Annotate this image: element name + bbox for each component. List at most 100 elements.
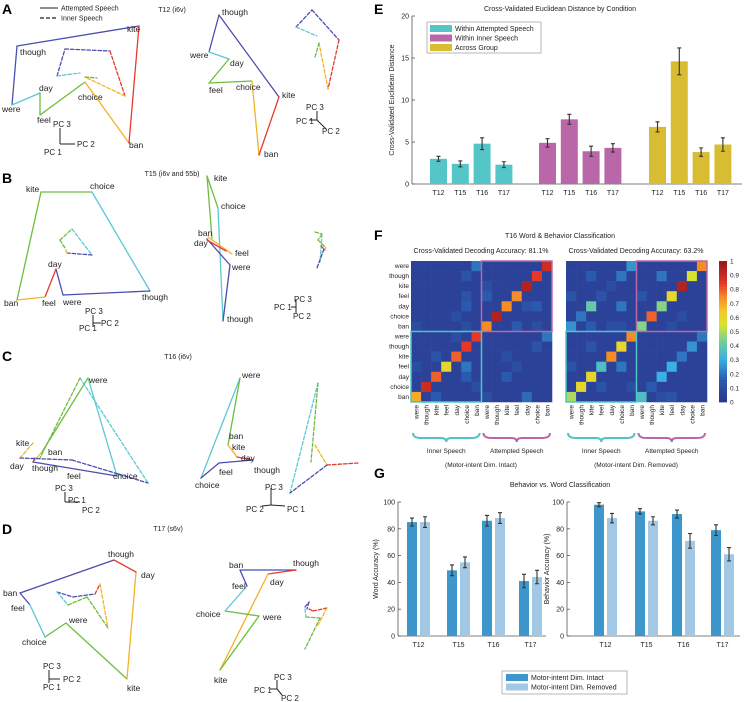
heatmap-cell	[451, 331, 462, 342]
attempted-speech-block	[635, 260, 708, 333]
heatmap-cell	[686, 321, 698, 332]
heatmap-cell	[461, 341, 472, 352]
colorbar-segment	[719, 328, 727, 332]
heatmap-cell	[666, 381, 678, 393]
word-label: kite	[16, 438, 30, 448]
legend-speech-type: Attempted Speech Inner Speech	[40, 6, 119, 23]
heatmap-cell	[626, 351, 637, 362]
heatmap-cell	[531, 331, 543, 342]
colorbar-segment	[719, 261, 727, 265]
heatmap-cell	[481, 281, 492, 292]
heatmap-cell	[491, 271, 502, 282]
colorbar-segment	[719, 390, 727, 394]
inner-speech-segment	[310, 382, 319, 463]
group-brace	[637, 432, 706, 443]
heatmap-cell	[576, 321, 587, 332]
colorbar-segment	[719, 382, 727, 386]
heatmap-cell	[666, 341, 678, 352]
heatmap-cell	[471, 271, 482, 282]
y-tick-label: 100	[383, 500, 395, 507]
heatmap-cell	[696, 361, 708, 373]
row-label: feel	[399, 293, 410, 300]
heatmap-cell	[471, 361, 482, 373]
bar	[460, 562, 470, 636]
heatmap-cell	[616, 321, 627, 332]
heatmap-cell	[686, 361, 698, 373]
group-brace	[567, 432, 636, 443]
colorbar-segment	[719, 385, 727, 389]
heatmap-cell	[431, 371, 442, 383]
heatmap-cell	[541, 281, 553, 292]
heatmap-cell	[606, 261, 617, 272]
chart-confusion-matrices: T16 Word & Behavior Classification Cross-…	[389, 233, 739, 469]
heatmap-cell	[646, 311, 657, 322]
chart-euclidean-distance: Cross-Validated Euclidean Distance by Co…	[389, 6, 742, 197]
pc-axis-label: PC 2	[63, 675, 81, 684]
heatmap-cell	[566, 331, 577, 342]
word-label: kite	[282, 90, 296, 100]
error-bar	[485, 514, 489, 527]
heatmap-cell	[576, 311, 587, 322]
heatmap-cell	[646, 351, 657, 362]
heatmap-cell	[421, 351, 432, 362]
attempted-speech-segment	[44, 268, 57, 298]
heatmap-cell	[411, 381, 422, 393]
pc-axis-label: PC 2	[77, 140, 95, 149]
bar	[724, 554, 734, 636]
trajectory-view-1: though day ban feel were choice kite	[3, 549, 155, 693]
attempted-speech-segment	[29, 604, 46, 638]
heatmap-cell	[596, 321, 607, 332]
heatmap-cell	[501, 271, 512, 282]
word-label: choice	[195, 480, 220, 490]
heatmap-cell	[501, 301, 512, 312]
heatmap-cell	[421, 321, 432, 332]
heatmap-cell	[606, 271, 617, 282]
error-bar	[727, 547, 731, 562]
group-label: Attempted Speech	[490, 448, 544, 455]
heatmap-cell	[541, 331, 553, 342]
heatmap-cell	[421, 361, 432, 373]
heatmap-cell	[501, 391, 512, 403]
heatmap-cell	[471, 341, 482, 352]
attempted-speech-segment	[224, 610, 260, 617]
inner-speech-segment	[308, 608, 314, 612]
error-bar	[458, 160, 463, 168]
heatmap-cell	[586, 321, 597, 332]
bar	[714, 144, 732, 184]
heatmap-cell	[531, 361, 543, 373]
colorbar-segment	[719, 339, 727, 344]
attempted-speech-segment	[200, 462, 220, 479]
bar	[482, 520, 492, 636]
attempted-speech-segment	[267, 569, 297, 575]
heatmap-cell	[596, 261, 607, 272]
bar	[451, 163, 469, 184]
panel-letter-c: C	[2, 348, 12, 364]
heatmap-cell	[586, 341, 597, 352]
col-label: day	[524, 404, 531, 415]
error-bar	[675, 509, 679, 519]
colorbar-tick-label: 0.6	[730, 315, 739, 322]
heatmap-cell	[576, 341, 587, 352]
heatmap-cell	[521, 361, 533, 373]
colorbar-segment	[719, 320, 727, 324]
word-label: were	[62, 297, 82, 307]
heatmap-cell	[656, 331, 667, 342]
pc-axis-line	[276, 688, 283, 696]
col-label: were	[414, 405, 421, 420]
heatmap-cell	[501, 311, 512, 322]
inner-speech-segment	[109, 50, 126, 97]
colorbar-segment	[719, 294, 727, 299]
colorbar-segment	[719, 280, 727, 284]
heatmap-cell	[501, 371, 512, 383]
colorbar-segment	[719, 303, 727, 307]
col-label: ban	[474, 405, 481, 416]
heatmap-cell	[596, 361, 607, 373]
heatmap-cell	[676, 261, 688, 272]
heatmap-cell	[441, 331, 452, 342]
pc-axis-line	[270, 504, 286, 507]
heatmap-cell	[461, 291, 472, 302]
heatmap-cell	[626, 341, 637, 352]
x-tick-label: T12	[651, 190, 663, 197]
colorbar-tick-label: 0.8	[730, 287, 739, 294]
col-label: choice	[464, 405, 471, 424]
